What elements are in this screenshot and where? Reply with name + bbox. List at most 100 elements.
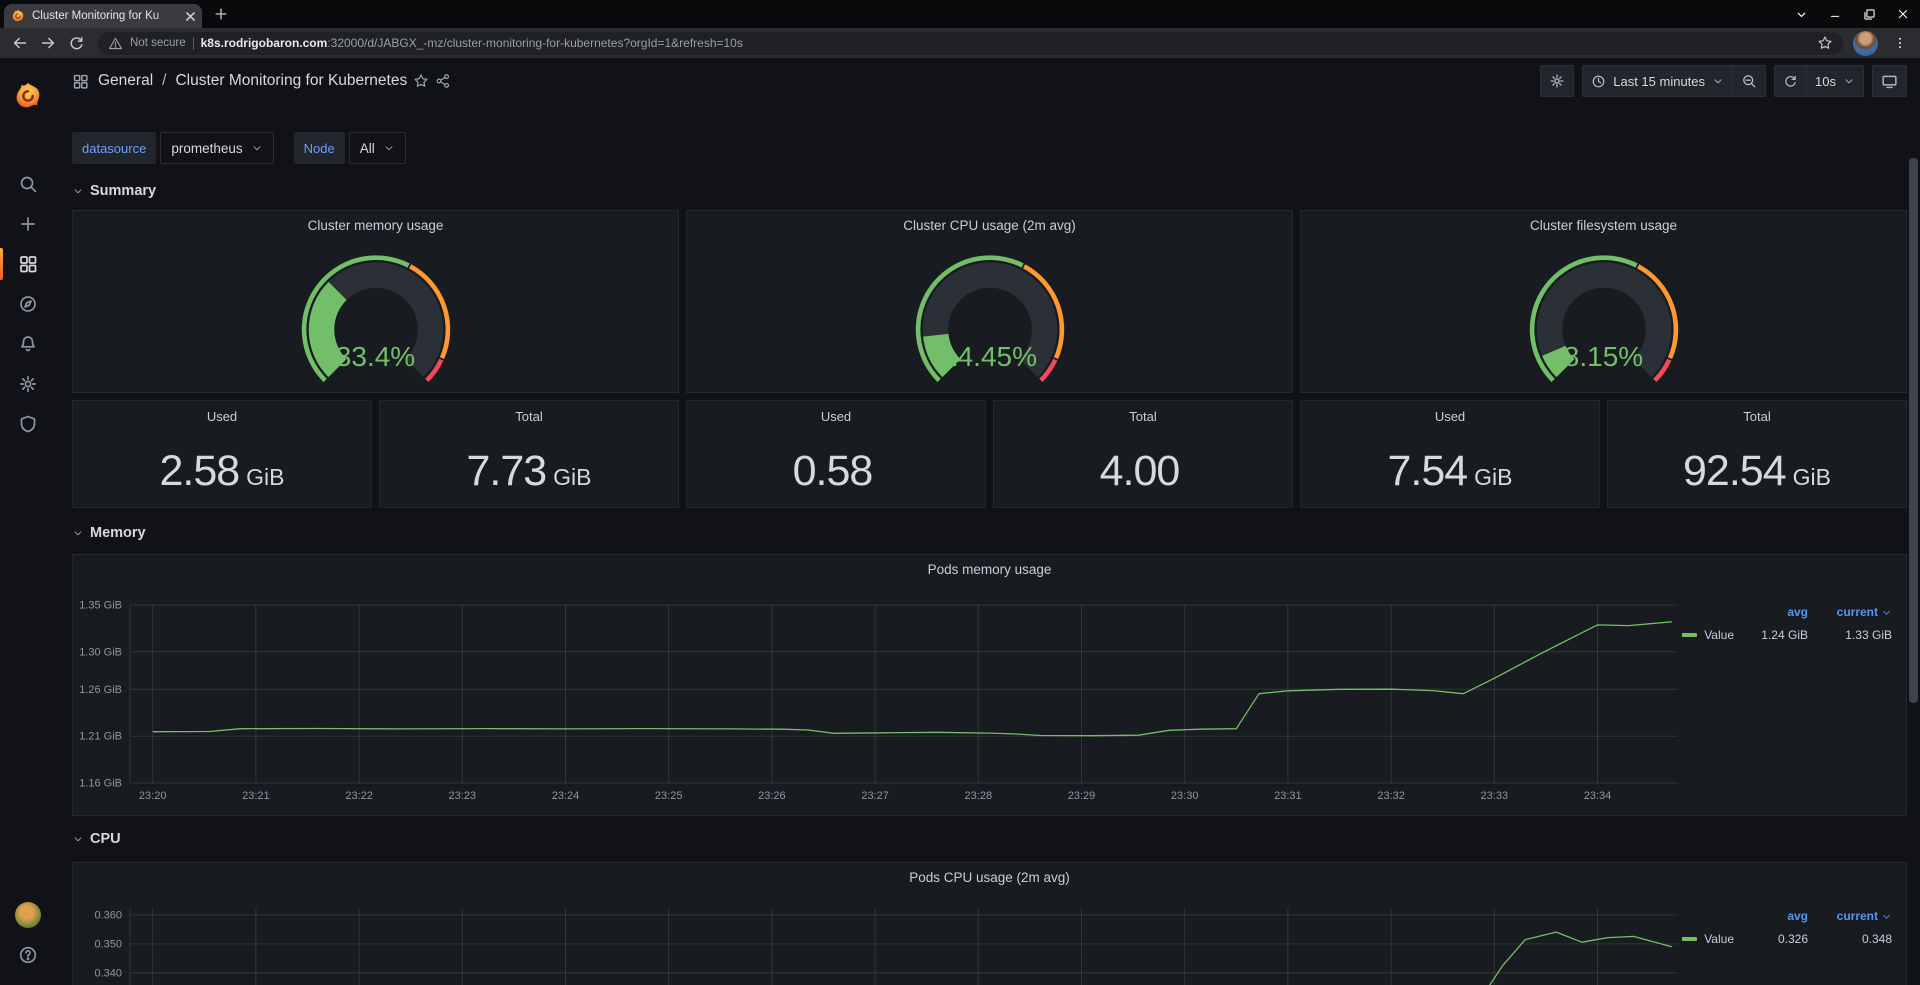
sidebar-item-help[interactable] [0,935,56,975]
stat-title[interactable]: Total [1129,409,1157,424]
gauge-chart [1529,255,1678,383]
sidebar-user-avatar[interactable] [0,895,56,935]
row-header-cpu[interactable]: CPU [72,828,1907,850]
active-indicator [0,248,3,280]
zoom-out-time-button[interactable] [1732,65,1767,97]
minimize-button[interactable] [1826,5,1844,23]
close-window-button[interactable] [1894,5,1912,23]
time-range-picker[interactable]: Last 15 minutes [1582,65,1733,97]
forward-button[interactable] [36,31,60,55]
scrollbar-thumb[interactable] [1909,158,1918,703]
favorite-star-button[interactable] [413,73,429,89]
svg-text:23:33: 23:33 [1481,790,1509,802]
grafana-sidebar [0,58,56,985]
url-text[interactable]: k8s.rodrigobaron.com:32000/d/JABGX_-mz/c… [201,36,1810,50]
bell-icon [21,336,35,352]
svg-text:0.340: 0.340 [94,967,122,979]
compass-icon [20,296,36,312]
user-avatar [15,902,41,928]
stat-title[interactable]: Total [1743,409,1771,424]
sidebar-item-configuration[interactable] [0,364,56,404]
panel-title[interactable]: Pods memory usage [927,562,1052,577]
dashboard-settings-button[interactable] [1540,65,1575,97]
variable-picker-node[interactable]: All [348,132,406,164]
breadcrumb-separator: / [162,72,167,89]
panel-pods-cpu-usage: Pods CPU usage (2m avg) 0.340 0.350 0.360 … [72,862,1907,985]
breadcrumb-folder[interactable]: General [98,72,154,89]
cycle-view-mode-button[interactable] [1872,65,1907,97]
gear-icon [19,375,37,393]
legend-sort-current[interactable]: current [1810,605,1892,619]
legend-sort-avg[interactable]: avg [1787,909,1808,923]
chevron-down-icon [385,146,393,151]
window-menu-chevron-icon[interactable] [1792,5,1810,23]
tab-title: Cluster Monitoring for Ku [32,10,160,22]
share-dashboard-button[interactable] [435,73,451,89]
variable-picker-datasource[interactable]: prometheus [160,132,274,164]
chevron-down-icon [74,531,82,536]
svg-text:23:28: 23:28 [965,790,993,802]
time-range-label: Last 15 minutes [1613,73,1706,89]
browser-menu-kebab-icon[interactable] [1888,31,1912,55]
back-button[interactable] [8,31,32,55]
new-tab-button[interactable] [213,6,229,22]
grafana-favicon [11,9,25,23]
row-header-summary[interactable]: Summary [72,180,1907,202]
panel-title[interactable]: Cluster CPU usage (2m avg) [903,218,1076,233]
tab-close-icon[interactable] [186,11,195,21]
bookmark-star-icon[interactable] [1817,35,1833,51]
panel-title[interactable]: Pods CPU usage (2m avg) [909,870,1070,885]
cpu-time-series-plot[interactable]: 0.340 0.350 0.360 [73,863,1733,985]
svg-text:1.30 GiB: 1.30 GiB [79,646,122,658]
grafana-logo[interactable] [0,70,56,122]
panel-title[interactable]: Cluster memory usage [307,218,444,233]
sidebar-item-create[interactable] [0,204,56,244]
row-header-memory[interactable]: Memory [72,522,1907,544]
chevron-down-icon [1883,914,1890,919]
restore-button[interactable] [1860,5,1878,23]
search-icon [20,176,37,193]
plus-icon [21,217,35,231]
chevron-down-icon [1845,79,1853,84]
legend-sort-avg[interactable]: avg [1787,605,1808,619]
stat-value: 7.73 GiB [466,446,592,495]
sidebar-item-search[interactable] [0,164,56,204]
stat-value: 4.00 [1099,446,1181,495]
sidebar-item-explore[interactable] [0,284,56,324]
panel-title[interactable]: Cluster filesystem usage [1529,218,1678,233]
memory-time-series-plot[interactable]: 23:20 23:21 23:22 23:23 23:24 23:25 23:26 23:27… [73,555,1733,817]
security-label: Not secure [130,37,186,49]
svg-text:23:27: 23:27 [861,790,889,802]
legend-series-value[interactable]: Value [1682,628,1734,642]
browser-tab[interactable]: Cluster Monitoring for Ku [4,4,202,28]
profile-avatar[interactable] [1853,30,1878,56]
svg-text:1.21 GiB: 1.21 GiB [79,731,122,743]
svg-text:1.26 GiB: 1.26 GiB [79,684,122,696]
stat-title[interactable]: Used [1434,409,1466,424]
reload-button[interactable] [64,31,88,55]
clock-icon [1592,75,1605,87]
series-color-swatch [1682,633,1698,637]
refresh-button[interactable] [1774,65,1807,97]
panel-pods-memory-usage: Pods memory usage 23:20 23:21 23:22 23:23 23… [72,554,1907,816]
sidebar-item-server-admin[interactable] [0,404,56,444]
sidebar-item-dashboards[interactable] [0,244,56,284]
address-bar[interactable]: Not secure k8s.rodrigobaron.com:32000/d/… [98,31,1843,55]
variable-label-datasource: datasource [72,132,157,164]
svg-text:23:34: 23:34 [1584,790,1612,802]
stat-title[interactable]: Total [515,409,543,424]
legend-avg-value: 0.326 [1777,932,1808,946]
stat-title[interactable]: Used [820,409,852,424]
dashboards-icon [20,256,37,273]
warning-icon[interactable] [108,36,123,51]
svg-text:23:29: 23:29 [1068,790,1096,802]
sidebar-item-alerting[interactable] [0,324,56,364]
legend-sort-current[interactable]: current [1810,909,1892,923]
stat-title[interactable]: Used [206,409,238,424]
page-scrollbar[interactable] [1907,116,1920,985]
legend-series-value[interactable]: Value [1682,932,1734,946]
svg-text:23:22: 23:22 [345,790,373,802]
refresh-interval-picker[interactable]: 10s [1806,65,1864,97]
chevron-down-icon [1714,79,1722,84]
star-icon [414,74,428,87]
